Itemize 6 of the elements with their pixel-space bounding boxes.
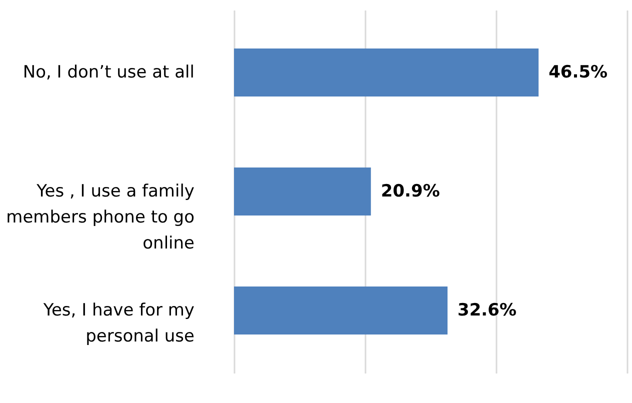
y-tick-label: Yes, I have for my personal use	[42, 300, 194, 347]
y-tick-label: No, I don’t use at all	[22, 62, 194, 82]
data-label: 46.5%	[548, 62, 608, 82]
data-label: 20.9%	[380, 182, 440, 202]
data-label: 32.6%	[458, 300, 517, 321]
y-tick-label: Yes , I use a family members phone to go online	[6, 182, 194, 254]
